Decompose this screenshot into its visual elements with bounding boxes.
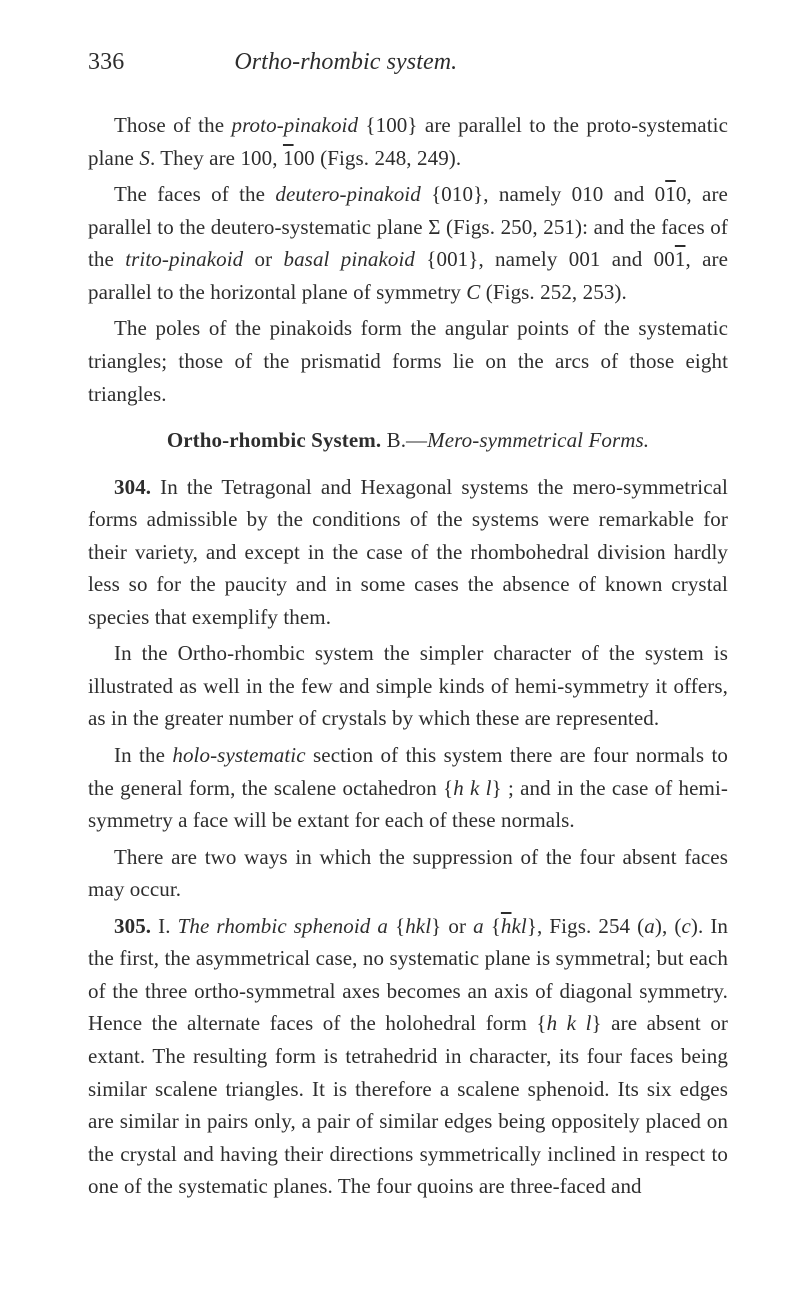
term-basal-pinakoid: basal pinakoid <box>283 247 415 271</box>
text: } are absent or extant. The resulting fo… <box>88 1011 728 1198</box>
term-rhombic-sphenoid: The rhombic sphenoid a <box>178 914 388 938</box>
text: { <box>388 914 405 938</box>
section-number-305: 305. <box>114 914 151 938</box>
text: I. <box>151 914 177 938</box>
hkl: h k l <box>453 776 491 800</box>
section-heading: Ortho-rhombic System. B.—Mero-symmetrica… <box>88 424 728 457</box>
running-head: 336 Ortho-rhombic system. <box>88 44 728 81</box>
text: or <box>243 247 283 271</box>
a-ital: a <box>644 914 655 938</box>
text: {010}, namely 010 and 0 <box>421 182 665 206</box>
text: ), ( <box>655 914 682 938</box>
hkl: hkl <box>405 914 431 938</box>
text: In the Tetragonal and Hexagonal systems … <box>88 475 728 629</box>
text: In the Ortho-rhombic system the simpler … <box>88 641 728 730</box>
text: }, Figs. 254 ( <box>527 914 644 938</box>
plane-s: S <box>139 146 150 170</box>
overline-1: 1 <box>283 146 294 170</box>
kl: kl <box>512 914 527 938</box>
a-ital: a <box>473 914 484 938</box>
book-page: 336 Ortho-rhombic system. Those of the p… <box>0 0 800 1298</box>
heading-ital: Mero-symmetrical Forms. <box>427 428 649 452</box>
plane-c: C <box>466 280 480 304</box>
running-title: Ortho-rhombic system. <box>234 44 457 81</box>
page-number: 336 <box>88 44 124 81</box>
paragraph-5: In the Ortho-rhombic system the simpler … <box>88 637 728 735</box>
term-deutero-pinakoid: deutero-pinakoid <box>275 182 420 206</box>
hkl: h k l <box>547 1011 592 1035</box>
paragraph-6: In the holo-systematic section of this s… <box>88 739 728 837</box>
term-trito-pinakoid: trito-pinakoid <box>125 247 243 271</box>
text: (Figs. 252, 253). <box>480 280 626 304</box>
text: {001}, namely 001 and 00 <box>415 247 675 271</box>
paragraph-304: 304. In the Tetragonal and Hexagonal sys… <box>88 471 728 634</box>
heading-sep: B.— <box>381 428 427 452</box>
paragraph-3: The poles of the pinakoids form the angu… <box>88 312 728 410</box>
section-number-304: 304. <box>114 475 151 499</box>
text: { <box>484 914 501 938</box>
text: The faces of the <box>114 182 275 206</box>
paragraph-1: Those of the proto-pinakoid {100} are pa… <box>88 109 728 174</box>
text: } or <box>431 914 473 938</box>
text: . They are 100, <box>150 146 283 170</box>
term-proto-pinakoid: proto-pinakoid <box>231 113 358 137</box>
paragraph-7: There are two ways in which the suppress… <box>88 841 728 906</box>
heading-bold: Ortho-rhombic System. <box>167 428 381 452</box>
text: In the <box>114 743 172 767</box>
overline-1: 1 <box>665 182 676 206</box>
h-bar: h <box>501 914 512 938</box>
text: Those of the <box>114 113 231 137</box>
paragraph-305: 305. I. The rhombic sphenoid a {hkl} or … <box>88 910 728 1203</box>
term-holo-systematic: holo-systematic <box>172 743 305 767</box>
text: 00 (Figs. 248, 249). <box>294 146 462 170</box>
paragraph-2: The faces of the deutero-pinakoid {010},… <box>88 178 728 308</box>
overline-1: 1 <box>675 247 686 271</box>
c-ital: c <box>681 914 690 938</box>
text: The poles of the pinakoids form the angu… <box>88 316 728 405</box>
text: There are two ways in which the suppress… <box>88 845 728 902</box>
